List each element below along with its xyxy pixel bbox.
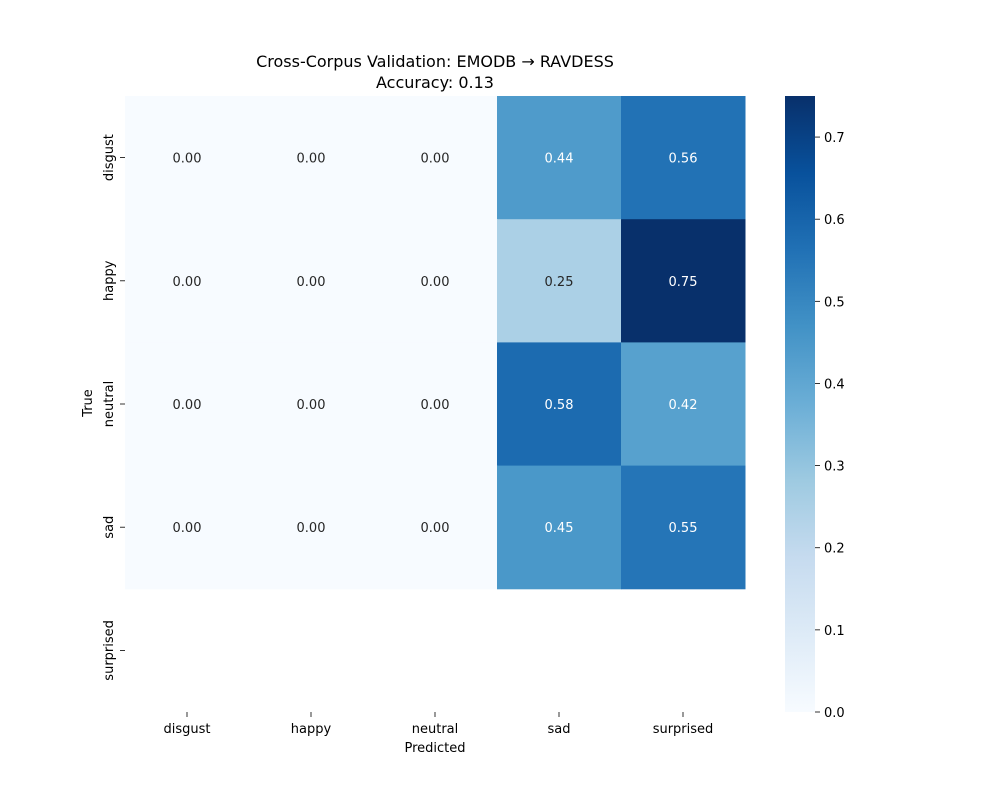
cell-value-label: 0.00 [297, 398, 326, 413]
heatmap-cell [125, 465, 250, 590]
cell-value-label: 0.00 [421, 152, 450, 167]
colorbar-tick-label: 0.4 [824, 377, 845, 392]
chart-subtitle: Accuracy: 0.13 [376, 73, 494, 92]
heatmap-cell [125, 342, 250, 467]
heatmap-cell [497, 342, 622, 467]
y-tick-label: sad [102, 516, 117, 539]
cell-value-label: 0.00 [297, 275, 326, 290]
x-tick-label: surprised [653, 722, 714, 737]
colorbar-tick-label: 0.1 [824, 624, 845, 639]
heatmap-cell [373, 219, 498, 343]
colorbar-tick-label: 0.5 [824, 295, 845, 310]
cell-value-label: 0.00 [297, 152, 326, 167]
x-tick-label: disgust [164, 722, 211, 737]
heatmap-cell [497, 219, 622, 343]
colorbar-tick-label: 0.2 [824, 542, 845, 557]
heatmap-cell-labels: 0.00 0.00 0.00 0.44 0.56 0.00 0.00 0.00 0.25 0.75… [173, 152, 698, 537]
heatmap-cell [621, 342, 746, 467]
colorbar-tick-label: 0.3 [824, 460, 845, 475]
heatmap-cell [621, 465, 746, 590]
cell-value-label: 0.00 [173, 398, 202, 413]
heatmap-cell [373, 96, 498, 220]
cell-value-label: 0.00 [421, 275, 450, 290]
colorbar-tick-label: 0.7 [824, 131, 845, 146]
heatmap-cell [621, 96, 746, 220]
cell-value-label: 0.56 [669, 152, 698, 167]
x-tick-label: neutral [412, 722, 459, 737]
cell-value-label: 0.75 [669, 275, 698, 290]
y-axis-ticks: disgust happy neutral sad surprised [102, 134, 125, 681]
cell-value-label: 0.00 [297, 521, 326, 536]
x-tick-label: happy [291, 722, 332, 737]
y-tick-label: happy [102, 260, 117, 301]
x-tick-label: sad [548, 722, 571, 737]
cell-value-label: 0.00 [173, 152, 202, 167]
colorbar [785, 96, 815, 712]
colorbar-tick-label: 0.0 [824, 706, 845, 721]
heatmap-cell [373, 465, 498, 590]
cell-value-label: 0.45 [545, 521, 574, 536]
y-tick-label: neutral [102, 381, 117, 428]
heatmap-cell [125, 219, 250, 343]
chart-title: Cross-Corpus Validation: EMODB → RAVDESS [256, 52, 614, 71]
heatmap-cell [249, 342, 374, 467]
y-axis-label: True [81, 389, 96, 418]
heatmap-cell [497, 96, 622, 220]
colorbar-ticks: 0.0 0.1 0.2 0.3 0.4 0.5 0.6 0.7 [815, 131, 845, 721]
cell-value-label: 0.42 [669, 398, 698, 413]
cell-value-label: 0.00 [173, 275, 202, 290]
heatmap-cell [249, 465, 374, 590]
x-axis-label: Predicted [404, 741, 465, 756]
y-tick-label: surprised [102, 620, 117, 681]
heatmap-cell [497, 465, 622, 590]
y-tick-label: disgust [102, 134, 117, 181]
cell-value-label: 0.44 [545, 152, 574, 167]
colorbar-tick-label: 0.6 [824, 213, 845, 228]
heatmap-cells [125, 96, 746, 590]
cell-value-label: 0.25 [545, 275, 574, 290]
heatmap-cell [249, 219, 374, 343]
cell-value-label: 0.00 [421, 521, 450, 536]
cell-value-label: 0.00 [421, 398, 450, 413]
cell-value-label: 0.55 [669, 521, 698, 536]
cell-value-label: 0.00 [173, 521, 202, 536]
heatmap-cell [249, 96, 374, 220]
heatmap-cell [125, 96, 250, 220]
heatmap-cell [621, 219, 746, 343]
cell-value-label: 0.58 [545, 398, 574, 413]
heatmap-cell [373, 342, 498, 467]
x-axis-ticks: disgust happy neutral sad surprised [164, 712, 714, 737]
